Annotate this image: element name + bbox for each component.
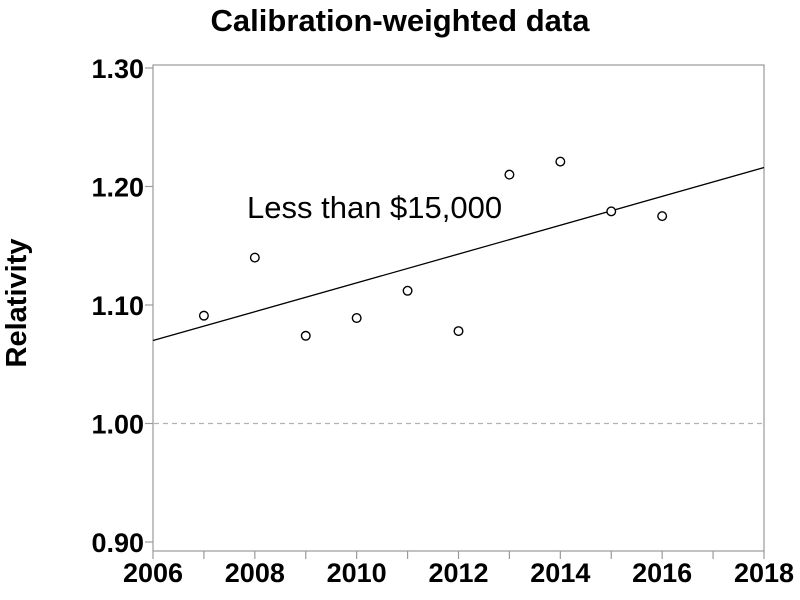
- y-axis-tick-labels: 0.90 1.00 1.10 1.20 1.30: [91, 54, 144, 558]
- x-tick-label: 2018: [734, 558, 794, 588]
- annotation-label: Less than $15,000: [247, 190, 502, 225]
- data-point: [249, 252, 260, 263]
- y-tick-label: 1.10: [91, 291, 144, 321]
- data-point: [300, 330, 311, 341]
- data-point: [504, 169, 515, 180]
- y-tick-label: 1.20: [91, 173, 144, 203]
- y-axis-label: Relativity: [1, 239, 33, 368]
- x-tick-label: 2016: [632, 558, 692, 588]
- x-tick-label: 2014: [530, 558, 590, 588]
- data-point: [198, 310, 209, 321]
- x-tick-label: 2006: [123, 558, 183, 588]
- chart-title: Calibration-weighted data: [211, 3, 591, 38]
- data-points-group: [198, 156, 668, 341]
- trend-line-group: [152, 166, 765, 342]
- data-point: [555, 156, 566, 167]
- plot-frame: [152, 64, 765, 552]
- data-point: [606, 206, 617, 217]
- data-point: [351, 313, 362, 324]
- x-tick-label: 2012: [428, 558, 488, 588]
- trend-line: [152, 166, 765, 342]
- data-point: [453, 326, 464, 337]
- data-point: [402, 285, 413, 296]
- x-axis-ticks: [152, 551, 765, 559]
- y-tick-label: 0.90: [91, 528, 144, 558]
- y-tick-label: 1.00: [91, 410, 144, 440]
- x-tick-label: 2008: [225, 558, 285, 588]
- x-axis-tick-labels: 2006 2008 2010 2012 2014 2016 2018: [123, 558, 794, 588]
- y-tick-label: 1.30: [91, 54, 144, 84]
- x-tick-label: 2010: [327, 558, 387, 588]
- data-point: [657, 211, 668, 222]
- y-axis-ticks: [145, 67, 153, 543]
